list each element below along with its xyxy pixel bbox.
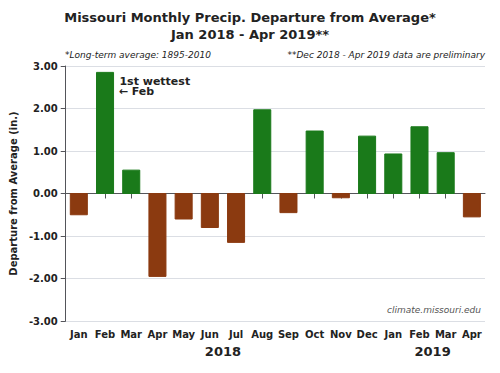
svg-text:2.00: 2.00 bbox=[33, 103, 58, 114]
svg-text:Jun: Jun bbox=[200, 329, 219, 340]
svg-text:Jan: Jan bbox=[383, 329, 402, 340]
svg-text:Mar: Mar bbox=[435, 329, 457, 340]
svg-text:Departure from Average (in.): Departure from Average (in.) bbox=[8, 111, 19, 275]
svg-text:Apr: Apr bbox=[148, 329, 168, 340]
svg-text:*Long-term average: 1895-2010: *Long-term average: 1895-2010 bbox=[65, 50, 211, 60]
svg-text:Jan 2018 - Apr 2019**: Jan 2018 - Apr 2019** bbox=[170, 27, 329, 42]
svg-text:3.00: 3.00 bbox=[33, 61, 58, 72]
svg-text:Oct: Oct bbox=[305, 329, 324, 340]
svg-text:-3.00: -3.00 bbox=[29, 316, 58, 327]
svg-text:climate.missouri.edu: climate.missouri.edu bbox=[387, 305, 481, 315]
svg-text:May: May bbox=[172, 329, 195, 340]
svg-text:**Dec 2018 - Apr 2019 data are: **Dec 2018 - Apr 2019 data are prelimina… bbox=[287, 50, 485, 60]
svg-text:Sep: Sep bbox=[278, 329, 299, 340]
svg-text:-1.00: -1.00 bbox=[29, 231, 58, 242]
svg-text:Jul: Jul bbox=[228, 329, 243, 340]
svg-text:2019: 2019 bbox=[414, 344, 450, 359]
svg-text:Aug: Aug bbox=[251, 329, 273, 340]
svg-text:-2.00: -2.00 bbox=[29, 273, 58, 284]
svg-text:Feb: Feb bbox=[95, 329, 115, 340]
svg-text:Jan: Jan bbox=[69, 329, 88, 340]
svg-text:2018: 2018 bbox=[205, 344, 241, 359]
svg-text:Mar: Mar bbox=[120, 329, 142, 340]
svg-text:1st wettest: 1st wettest bbox=[119, 74, 191, 88]
svg-text:Missouri Monthly Precip. Depar: Missouri Monthly Precip. Departure from … bbox=[64, 10, 436, 25]
svg-text:Apr: Apr bbox=[462, 329, 482, 340]
svg-text:Feb: Feb bbox=[409, 329, 429, 340]
svg-text:0.00: 0.00 bbox=[33, 188, 58, 199]
svg-text:Dec: Dec bbox=[357, 329, 378, 340]
svg-text:← Feb: ← Feb bbox=[119, 85, 155, 98]
svg-text:Nov: Nov bbox=[330, 329, 352, 340]
svg-text:1.00: 1.00 bbox=[33, 146, 58, 157]
